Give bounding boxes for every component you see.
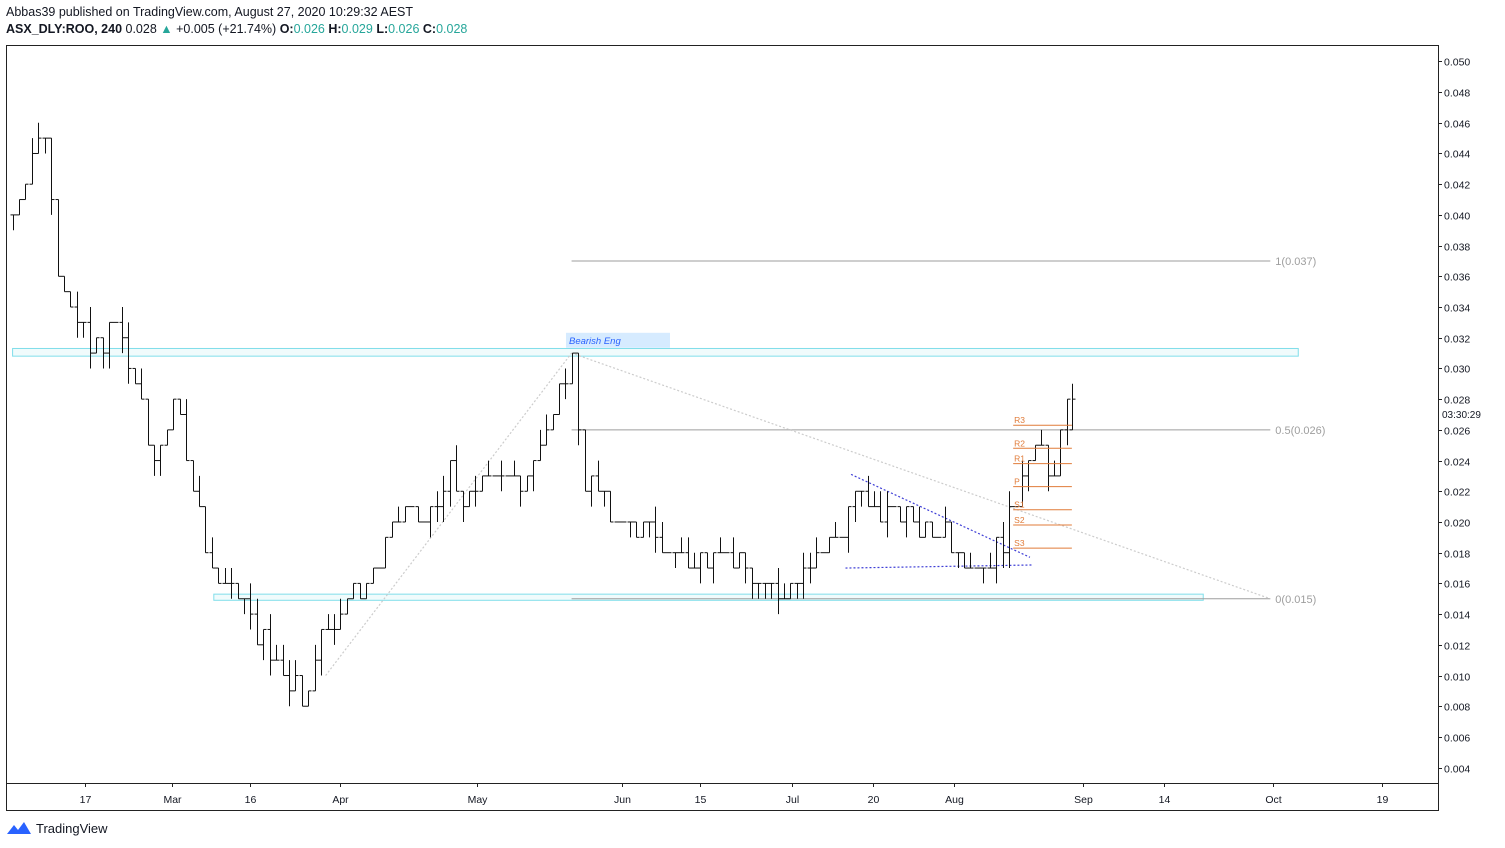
tradingview-logo-icon [7, 822, 31, 834]
plot-frame [6, 45, 1439, 784]
high-value: 0.029 [341, 22, 373, 36]
fib-level-label: 0.5(0.026) [1275, 425, 1325, 437]
pivot-label: S3 [1014, 538, 1025, 548]
pivot-label: R1 [1014, 454, 1025, 464]
last-price: 0.028 [125, 22, 157, 36]
x-axis-label: 17 [80, 794, 92, 806]
x-axis-label: May [468, 794, 489, 806]
pivot-points: R3 R2 R1 P S1 S2 S3 [1013, 415, 1072, 549]
y-axis-label: 0.022 [1444, 487, 1470, 499]
close-value: 0.028 [436, 22, 468, 36]
y-axis-label: 0.026 [1444, 426, 1470, 438]
fib-diagonal-down [571, 352, 1271, 600]
pivot-label: P [1014, 477, 1020, 487]
x-axis-label: Sep [1074, 794, 1093, 806]
x-axis-label: Oct [1265, 794, 1281, 806]
x-axis-label: Jul [786, 794, 799, 806]
y-axis-label: 0.018 [1444, 549, 1470, 561]
y-axis-label: 0.046 [1444, 119, 1470, 131]
annotations-layer: Bearish Eng [565, 332, 670, 348]
fib-diagonal-up [325, 352, 573, 676]
ohlc-bars [10, 122, 1076, 707]
x-axis-label: Jun [614, 794, 631, 806]
y-axis-label: 0.010 [1444, 672, 1470, 684]
x-axis-label: 14 [1159, 794, 1171, 806]
y-axis-label: 0.048 [1444, 88, 1470, 100]
y-axis-label: 0.014 [1444, 610, 1470, 622]
x-axis-label: Mar [163, 794, 182, 806]
y-axis-label: 0.030 [1444, 364, 1470, 376]
x-axis-label: 19 [1377, 794, 1389, 806]
y-axis-label: 0.016 [1444, 579, 1470, 591]
close-label: C: [422, 22, 437, 36]
footer-brand[interactable]: TradingView [6, 820, 108, 836]
y-axis-label: 0.012 [1444, 641, 1470, 653]
y-axis-label: 0.040 [1444, 211, 1470, 223]
fib-level-label: 1(0.037) [1275, 256, 1316, 268]
fib-retracement[interactable]: 1(0.037) 0.5(0.026) 0(0.015) [571, 256, 1326, 606]
pivot-label: S2 [1014, 515, 1025, 525]
y-axis-label: 0.008 [1444, 702, 1470, 714]
up-arrow-icon: ▲ [160, 22, 173, 36]
symbol-info-line: ASX_DLY:ROO, 240 0.028 ▲ +0.005 (+21.74%… [6, 21, 467, 38]
pivot-label: S1 [1014, 500, 1025, 510]
annotation-label: Bearish Eng [569, 336, 621, 347]
y-axis-label: 0.050 [1444, 57, 1470, 69]
price-change: +0.005 (+21.74%) [176, 22, 277, 36]
brand-name: TradingView [36, 820, 108, 836]
y-axis-label: 0.028 [1444, 395, 1470, 407]
fib-level-label: 0(0.015) [1275, 594, 1316, 606]
zones-layer [12, 347, 1299, 601]
support-zone [213, 593, 1204, 601]
triangle-upper [850, 473, 1031, 558]
y-axis-label: 0.042 [1444, 180, 1470, 192]
x-axis-label: 16 [245, 794, 257, 806]
open-label: O: [279, 22, 294, 36]
trendlines-layer[interactable] [325, 352, 1271, 676]
y-axis-label: 0.036 [1444, 272, 1470, 284]
time-axis[interactable]: 17 Mar 16 Apr May Jun 15 Jul 20 Aug Sep 14 Oct 19 [80, 783, 1389, 806]
x-axis-label: 20 [868, 794, 880, 806]
y-axis-label: 0.004 [1444, 764, 1470, 776]
triangle-lower [845, 564, 1033, 569]
low-label: L: [376, 22, 389, 36]
y-axis-label: 0.006 [1444, 733, 1470, 745]
resistance-zone [12, 347, 1299, 357]
x-axis-label: Apr [332, 794, 349, 806]
bar-countdown: 03:30:29 [1442, 410, 1481, 421]
symbol-label[interactable]: ASX_DLY:ROO, 240 [6, 22, 123, 36]
chart-header: Abbas39 published on TradingView.com, Au… [6, 4, 467, 38]
time-axis-frame [6, 783, 1439, 811]
low-value: 0.026 [388, 22, 420, 36]
price-axis[interactable]: 0.050 0.048 0.046 0.044 0.042 0.040 0.038 0.036… [1438, 57, 1481, 776]
x-axis-label: Aug [945, 794, 964, 806]
pivot-label: R2 [1014, 438, 1025, 448]
y-axis-label: 0.034 [1444, 303, 1470, 315]
x-axis-label: 15 [695, 794, 707, 806]
annotation-box [565, 332, 670, 348]
pivot-label: R3 [1014, 415, 1025, 425]
y-axis-label: 0.032 [1444, 334, 1470, 346]
open-value: 0.026 [293, 22, 325, 36]
high-label: H: [328, 22, 342, 36]
y-axis-label: 0.024 [1444, 457, 1470, 469]
y-axis-label: 0.044 [1444, 149, 1470, 161]
publisher-line: Abbas39 published on TradingView.com, Au… [6, 5, 414, 19]
y-axis-label: 0.020 [1444, 518, 1470, 530]
y-axis-label: 0.038 [1444, 242, 1470, 254]
